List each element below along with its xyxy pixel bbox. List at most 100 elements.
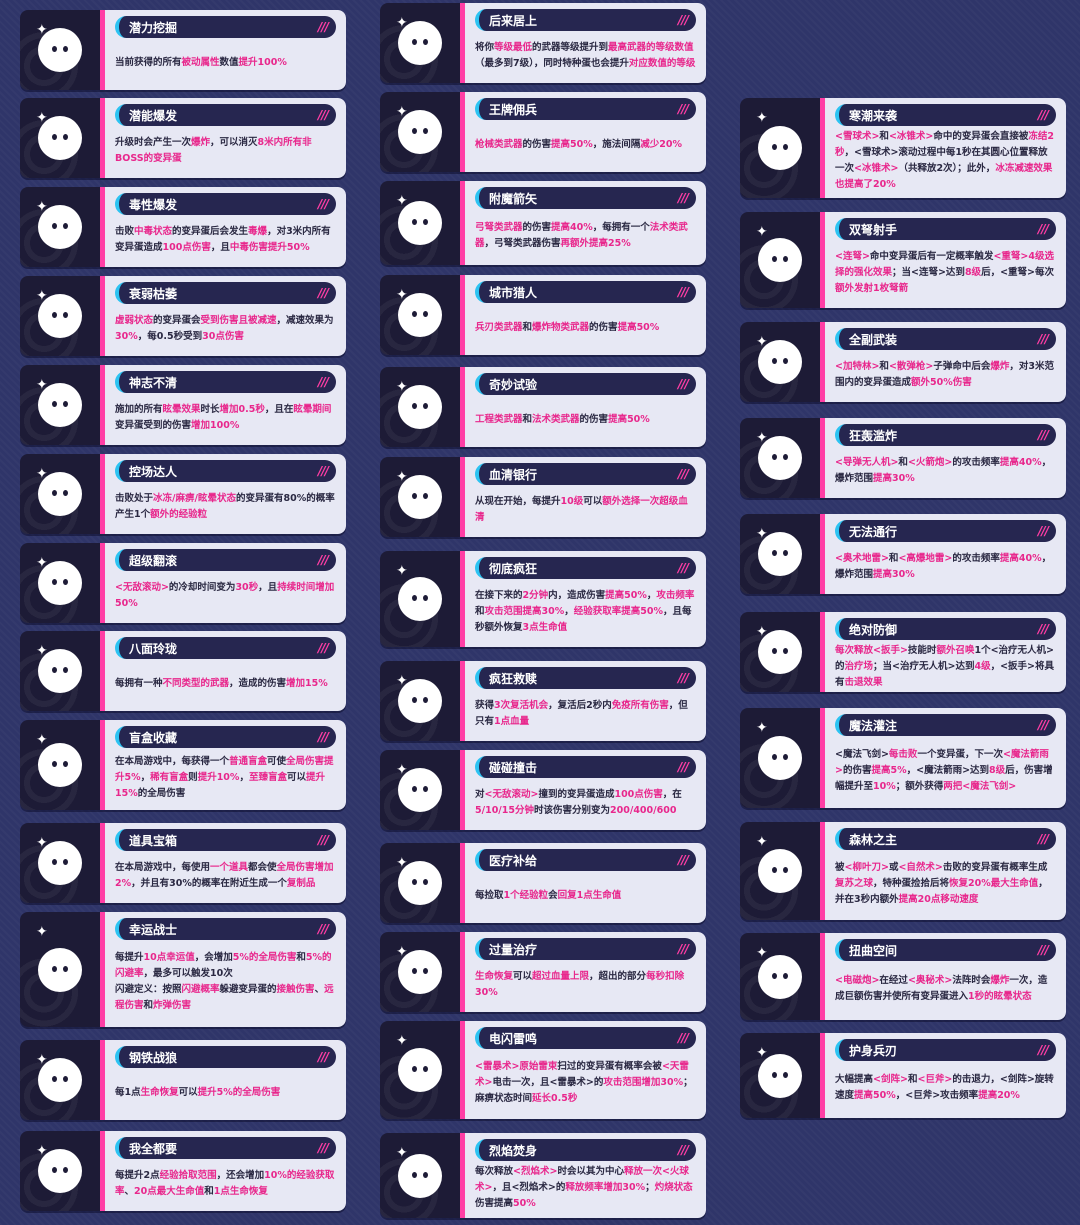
perk-card[interactable]: ✦ 过量治疗 /// 生命恢复可以超过血量上限，超出的部分每秒扣除30% xyxy=(380,932,706,1012)
perk-card[interactable]: ✦ 血清银行 /// 从现在开始，每提升10级可以额外选择一次超级血清 xyxy=(380,457,706,537)
perk-card[interactable]: ✦ 双弩射手 /// <连弩>命中变异蛋后有一定概率触发<重弩>4级选择的强化效果；当… xyxy=(740,212,1066,308)
highlight-text: 免疫所有伤害 xyxy=(611,699,669,711)
accent-stripe xyxy=(100,720,105,810)
highlight-text: 每次释放<扳手> xyxy=(835,645,908,656)
perk-title: 医疗补给 xyxy=(489,853,538,868)
perk-card[interactable]: ✦ 无法通行 /// <奥术地雷>和<高爆地雷>的攻击频率提高40%，爆炸范围提高30… xyxy=(740,514,1066,594)
perk-card[interactable]: ✦ 我全都要 /// 每提升2点经验拾取范围，还会增加10%的经验获取率、20点最大生… xyxy=(20,1131,346,1211)
perk-title: 全副武装 xyxy=(849,332,898,347)
perk-description: 每提升10点幸运值，会增加5%的全局伤害和5%的闪避率，最多可以触发10次 闪避定… xyxy=(115,940,336,1021)
slash-decoration-icon: /// xyxy=(677,102,689,116)
perk-panel: 碰碰撞击 /// 对<无敌滚动>撞到的变异蛋造成100点伤害，在 5/10/15分钟时… xyxy=(465,750,706,830)
perk-card[interactable]: ✦ 狂轰滥炸 /// <导弹无人机>和<火箭炮>的攻击频率提高40%，爆炸范围提高30… xyxy=(740,418,1066,498)
perk-card[interactable]: ✦ 幸运战士///每提升10点幸运值，会增加5%的全局伤害和5%的闪避率，最多可以… xyxy=(20,912,346,1027)
perk-card[interactable]: ✦ 超级翻滚 /// <无敌滚动>的冷却时间变为30秒，且持续时间增加50% xyxy=(20,543,346,623)
perk-title: 后来居上 xyxy=(489,13,538,28)
perk-card[interactable]: ✦ 奇妙试验 /// 工程类武器和法术类武器的伤害提高50% xyxy=(380,367,706,447)
perk-card[interactable]: ✦ 护身兵刃 /// 大幅提高<剑阵>和<巨斧>的击退力，<剑阵>旋转速度提高50%，… xyxy=(740,1033,1066,1118)
highlight-text: 弓弩类武器 xyxy=(475,221,523,233)
plain-text: ，会增加 xyxy=(194,952,233,963)
highlight-text: 超过血量上限 xyxy=(532,970,590,982)
perk-title-bar: 彻底疯狂 /// xyxy=(475,557,696,579)
plain-text: 法阵时会 xyxy=(952,975,991,986)
perk-title: 奇妙试验 xyxy=(489,377,538,392)
highlight-text: 爆炸 xyxy=(191,136,211,148)
perk-card[interactable]: ✦ 森林之主 /// 被<柳叶刀>或<自然术>击败的变异蛋有概率生成复苏之球，特种蛋捡… xyxy=(740,822,1066,920)
highlight-text: 稀有盲盒 xyxy=(150,771,189,783)
perk-title: 八面玲珑 xyxy=(129,641,178,656)
plain-text: ， xyxy=(140,771,151,783)
highlight-text: 8级 xyxy=(964,266,982,278)
perk-card[interactable]: ✦ 全副武装 /// <加特林>和<散弹枪>子弹命中后会爆炸，对3米范围内的变异蛋造成… xyxy=(740,322,1066,402)
highlight-text: 100点伤害 xyxy=(614,788,663,800)
perk-card[interactable]: ✦ 医疗补给 /// 每捡取1个经验粒会回复1点生命值 xyxy=(380,843,706,923)
perk-card[interactable]: ✦ 寒潮来袭///<雪球术>和<冰锥术>命中的变异蛋会直接被冻结2秒，<雪球术>滚… xyxy=(740,98,1066,198)
plain-text: ，对3米范围内的变异蛋造成 xyxy=(835,360,1055,388)
perk-card[interactable]: ✦ 毒性爆发 /// 击败中毒状态的变异蛋后会发生毒爆，对3米内所有变异蛋造成100点… xyxy=(20,187,346,267)
highlight-text: 对应数值的等级 xyxy=(628,57,696,69)
perk-description: <导弹无人机>和<火箭炮>的攻击频率提高40%，爆炸范围提高30% xyxy=(835,446,1056,492)
highlight-text: 提高50% xyxy=(605,589,647,601)
description-paragraph: 每次释放<扳手>技能时额外召唤1个<治疗无人机>的治疗场；当<治疗无人机>达到4… xyxy=(835,643,1056,691)
plain-text: 时会以其为中心 xyxy=(557,1166,624,1177)
perk-card[interactable]: ✦ 盲盒收藏///在本局游戏中，每获得一个普通盲盒可使全局伤害提升5%，稀有盲盒则… xyxy=(20,720,346,810)
highlight-text: <柳叶刀> xyxy=(844,861,889,873)
sparkle-icon: ✦ xyxy=(396,855,408,871)
perk-card[interactable]: ✦ 八面玲珑 /// 每拥有一种不同类型的武器，造成的伤害增加15% xyxy=(20,631,346,711)
perk-card[interactable]: ✦ 魔法灌注 /// <魔法飞剑>每击败一个变异蛋，下一次<魔法箭雨>的伤害提高5%，… xyxy=(740,708,1066,808)
perk-card[interactable]: ✦ 潜能爆发 /// 升级时会产生一次爆炸，可以消灭8米内所有非BOSS的变异蛋 xyxy=(20,98,346,178)
plain-text: 的伤害 xyxy=(522,221,552,233)
plain-text: 被 xyxy=(835,861,845,873)
perk-card[interactable]: ✦ 后来居上 /// 将你等级最低的武器等级提升到最高武器的等级数值 （最多到7级），同… xyxy=(380,3,706,83)
perk-card[interactable]: ✦ 钢铁战狼 /// 每1点生命恢复可以提升5%的全局伤害 xyxy=(20,1040,346,1120)
perk-card[interactable]: ✦ 疯狂救赎 /// 获得3次复活机会，复活后2秒内免疫所有伤害，但只有1点血量 xyxy=(380,661,706,741)
perk-title: 电闪雷鸣 xyxy=(489,1031,538,1046)
description-paragraph: 在本局游戏中，每获得一个普通盲盒可使全局伤害提升5%，稀有盲盒则提升10%，至臻… xyxy=(115,754,336,802)
perk-description: 每捡取1个经验粒会回复1点生命值 xyxy=(475,871,696,917)
perk-panel: 医疗补给 /// 每捡取1个经验粒会回复1点生命值 xyxy=(465,843,706,923)
perk-card[interactable]: ✦ 王牌佣兵 /// 枪械类武器的伤害提高50%，施法间隔减少20% xyxy=(380,92,706,172)
perk-card[interactable]: ✦ 附魔箭矢 /// 弓弩类武器的伤害提高40%，每拥有一个法术类武器，弓弩类武器伤害… xyxy=(380,181,706,265)
perk-card[interactable]: ✦ 彻底疯狂///在接下来的2分钟内，造成伤害提高50%，攻击频率和攻击范围提高3… xyxy=(380,551,706,647)
sparkle-icon: ✦ xyxy=(756,834,768,850)
perk-card[interactable]: ✦ 潜力挖掘 /// 当前获得的所有被动属性数值提升100% xyxy=(20,10,346,90)
perk-title-bar: 附魔箭矢 /// xyxy=(475,187,696,209)
plain-text: 闪避定义：按照 xyxy=(115,984,182,995)
plain-text: ，减速效果为 xyxy=(276,314,334,326)
perk-card[interactable]: ✦ 城市猎人 /// 兵刃类武器和爆炸物类武器的伤害提高50% xyxy=(380,275,706,355)
plain-text: 可使 xyxy=(267,755,287,767)
perk-card[interactable]: ✦ 扭曲空间 /// <电磁炮>在经过<奥秘术>法阵时会爆炸一次，造成巨额伤害并使所有… xyxy=(740,933,1066,1020)
description-paragraph: 闪避定义：按照闪避概率躲避变异蛋的接触伤害、远程伤害和炸弹伤害 xyxy=(115,982,336,1014)
perk-title-bar: 疯狂救赎 /// xyxy=(475,667,696,689)
slash-decoration-icon: /// xyxy=(677,671,689,685)
perk-card[interactable]: ✦ 道具宝箱 /// 在本局游戏中，每使用一个道具都会使全局伤害增加2%，并且有30%… xyxy=(20,823,346,903)
versatile-icon xyxy=(38,649,82,693)
highlight-text: 接触伤害 xyxy=(276,984,315,995)
perk-icon-box: ✦ xyxy=(740,822,820,920)
plain-text: ，并在3秒内额外 xyxy=(835,877,1048,905)
plain-text: 和 xyxy=(888,552,899,564)
perk-title: 疯狂救赎 xyxy=(489,671,538,686)
perk-card[interactable]: ✦ 电闪雷鸣 /// <雷暴术>原始雷束扫过的变异蛋有概率会被<天雷术>电击一次，且<… xyxy=(380,1021,706,1119)
perk-card[interactable]: ✦ 烈焰焚身 /// 每次释放<烈焰术>时会以其为中心释放一次<火球术>，且<烈焰术>… xyxy=(380,1133,706,1218)
catch-up-icon xyxy=(398,21,442,65)
perk-description: <电磁炮>在经过<奥秘术>法阵时会爆炸一次，造成巨额伤害并使所有变异蛋进入1秒的… xyxy=(835,961,1056,1014)
perk-title: 道具宝箱 xyxy=(129,833,178,848)
description-paragraph: 当前获得的所有被动属性数值提升100% xyxy=(115,55,336,71)
perk-card[interactable]: ✦ 绝对防御 /// 每次释放<扳手>技能时额外召唤1个<治疗无人机>的治疗场；当<治… xyxy=(740,612,1066,692)
perk-card[interactable]: ✦ 神志不清 /// 施加的所有眩晕效果时长增加0.5秒，且在眩晕期间变异蛋受到的伤害… xyxy=(20,365,346,445)
perk-icon-box: ✦ xyxy=(740,418,820,498)
perk-card[interactable]: ✦ 碰碰撞击 /// 对<无敌滚动>撞到的变异蛋造成100点伤害，在 5/10/15分钟… xyxy=(380,750,706,830)
perk-panel: 彻底疯狂///在接下来的2分钟内，造成伤害提高50%，攻击频率和攻击范围提高30… xyxy=(465,551,706,647)
perk-description: 升级时会产生一次爆炸，可以消灭8米内所有非BOSS的变异蛋 xyxy=(115,126,336,172)
perk-card[interactable]: ✦ 衰弱枯萎 /// 虚弱状态的变异蛋会受到伤害且被减速，减速效果为 30%，每0.5秒… xyxy=(20,276,346,356)
perk-description: <无敌滚动>的冷却时间变为30秒，且持续时间增加50% xyxy=(115,571,336,617)
perk-icon-box: ✦ xyxy=(20,187,100,267)
highlight-text: 冰冻减速效果也提高了20% xyxy=(835,163,1053,190)
highlight-text: 攻击范围提高30% xyxy=(484,605,565,617)
perk-panel: 扭曲空间 /// <电磁炮>在经过<奥秘术>法阵时会爆炸一次，造成巨额伤害并使所有变… xyxy=(825,933,1066,1020)
highlight-text: 8米内所有非BOSS的变异蛋 xyxy=(115,136,312,164)
perk-card[interactable]: ✦ 控场达人 /// 击败处于冰冻/麻痹/眩晕状态的变异蛋有80%的概率产生1个额外的… xyxy=(20,454,346,534)
plain-text: 1个<治疗无人机>的 xyxy=(835,645,1054,672)
perk-title: 血清银行 xyxy=(489,467,538,482)
